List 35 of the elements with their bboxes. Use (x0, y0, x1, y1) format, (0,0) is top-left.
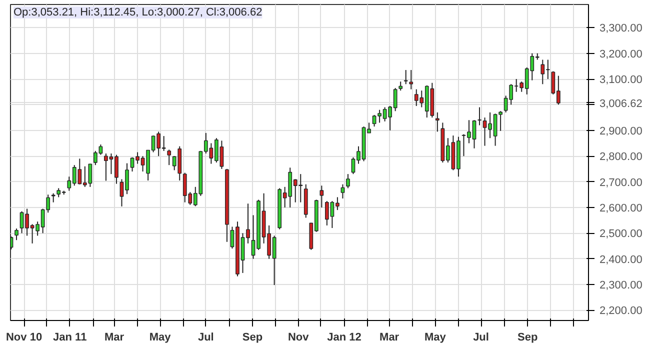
candlestick (435, 112, 440, 132)
x-tick-label: May (424, 332, 447, 344)
candlestick (346, 174, 350, 189)
annotation: Op:3,053.21, Hi:3,112.45, Lo:3,000.27, Cl:3,006.62 (14, 6, 262, 18)
x-tick-label: Nov 10 (6, 332, 42, 344)
y-tick-label: 2,400.00 (600, 254, 642, 266)
x-tick-label: Sep (518, 332, 538, 344)
x-tick-label: Jan 12 (327, 332, 362, 344)
y-tick-label: 2,700.00 (600, 176, 642, 189)
y-tick-label: 2,300.00 (600, 280, 642, 292)
x-tick-label: Sep (242, 332, 263, 344)
x-tick-label: Jan 11 (53, 332, 87, 344)
y-tick-label: 2,500.00 (600, 228, 642, 240)
x-tick-label: Jul (198, 332, 214, 344)
y-tick-label: 2,900.00 (600, 125, 642, 138)
x-tick-label: Mar (104, 332, 125, 344)
y-tick-label: 3,200.00 (600, 48, 642, 60)
candlestick (320, 185, 324, 208)
candlestick (14, 228, 18, 241)
candlestick (340, 184, 345, 199)
y-tick-label: 3,100.00 (600, 74, 642, 86)
y-tick-label: 2,200.00 (600, 305, 642, 318)
y-tick-label: 3,300.00 (600, 22, 642, 35)
y-tick-label: 2,800.00 (600, 151, 642, 164)
x-tick-label: Nov (288, 332, 310, 344)
x-tick-label: Jul (473, 332, 489, 344)
candlestick (478, 106, 482, 126)
candlestick (409, 70, 414, 90)
x-tick-label: May (149, 332, 172, 344)
y-tick-label: 3,006.62 (600, 98, 642, 110)
x-tick-label: Mar (380, 332, 400, 344)
candlestick (10, 236, 14, 250)
candlestick (167, 149, 172, 166)
candlestick (404, 70, 408, 85)
y-tick-label: 2,600.00 (600, 202, 642, 214)
